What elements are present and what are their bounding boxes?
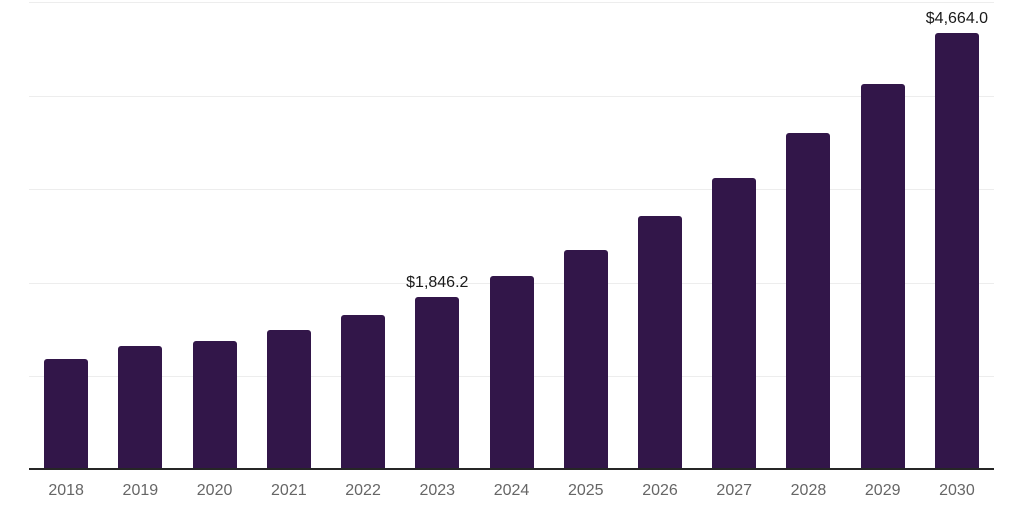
x-axis-tick-labels: 2018 2019 2020 2021 2022 2023 2024 2025 2026 2027… bbox=[29, 483, 994, 499]
x-tick-label-2023: 2023 bbox=[419, 482, 456, 499]
bar-series: $1,846.2 $4,664.0 bbox=[29, 2, 994, 470]
bar-2022 bbox=[341, 315, 386, 470]
bar-2030 bbox=[934, 33, 979, 470]
bar-2021 bbox=[266, 330, 311, 470]
bar-2028 bbox=[786, 133, 831, 470]
x-tick-label-2030: 2030 bbox=[939, 482, 975, 499]
x-tick-label-2025: 2025 bbox=[567, 482, 604, 499]
bar-2019 bbox=[118, 346, 163, 470]
x-axis-line bbox=[29, 468, 994, 470]
bar-value-label-2030: $4,664.0 bbox=[925, 10, 989, 27]
x-tick-label-2021: 2021 bbox=[271, 482, 307, 499]
bar-2025 bbox=[563, 250, 608, 470]
bar-2024 bbox=[489, 276, 534, 470]
bar-2020 bbox=[192, 341, 237, 470]
bar-2027 bbox=[712, 178, 757, 470]
x-tick-label-2024: 2024 bbox=[493, 482, 530, 499]
plot-area: $1,846.2 $4,664.0 bbox=[29, 2, 994, 470]
bar-group-2018 bbox=[29, 2, 103, 470]
bar-group-2027 bbox=[697, 2, 771, 470]
gridline-4000 bbox=[29, 95, 994, 97]
x-tick-label-2018: 2018 bbox=[48, 482, 84, 499]
bar-value-label-2023: $1,846.2 bbox=[406, 274, 469, 291]
bar-group-2021 bbox=[252, 2, 326, 470]
bar-group-2022 bbox=[326, 2, 400, 470]
bar-2023 bbox=[415, 297, 460, 470]
x-tick-label-2022: 2022 bbox=[345, 482, 381, 499]
x-tick-label-2029: 2029 bbox=[864, 482, 901, 499]
bar-2029 bbox=[860, 84, 905, 470]
bar-group-2025 bbox=[549, 2, 623, 470]
bar-group-2029 bbox=[846, 2, 920, 470]
bar-group-2026 bbox=[623, 2, 697, 470]
bar-group-2019 bbox=[103, 2, 177, 470]
x-tick-label-2026: 2026 bbox=[642, 482, 678, 499]
bar-group-2024 bbox=[474, 2, 548, 470]
bar-group-2030: $4,664.0 bbox=[920, 2, 994, 470]
bar-2018 bbox=[44, 359, 89, 470]
bar-group-2028 bbox=[771, 2, 845, 470]
gridline-5000 bbox=[29, 2, 994, 3]
x-tick-label-2027: 2027 bbox=[716, 482, 753, 499]
bar-group-2023: $1,846.2 bbox=[400, 2, 474, 470]
x-tick-label-2019: 2019 bbox=[122, 482, 159, 499]
x-tick-label-2028: 2028 bbox=[790, 482, 827, 499]
x-tick-label-2020: 2020 bbox=[196, 482, 233, 499]
bar-2026 bbox=[637, 216, 682, 470]
gridline-3000 bbox=[29, 189, 994, 191]
bar-group-2020 bbox=[177, 2, 251, 470]
